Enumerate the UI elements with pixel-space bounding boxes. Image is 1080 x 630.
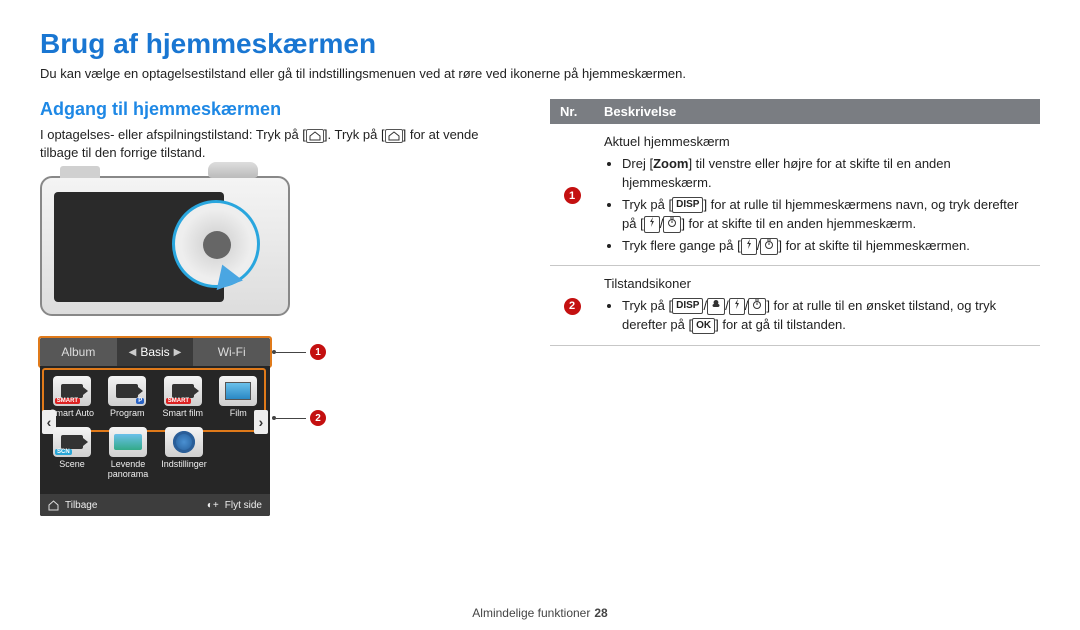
timer-icon [663,216,681,233]
mode-settings[interactable]: Indstillinger [160,427,208,480]
table-row: 1 Aktuel hjemmeskærm Drej [Zoom] til ven… [550,124,1040,266]
row-heading: Tilstandsikoner [604,274,1030,294]
footer-home-icon [48,500,59,511]
label: Film [230,408,247,418]
callout-1: 1 [272,344,326,360]
section-title: Adgang til hjemmeskærmen [40,99,510,120]
section-body-pre: I optagelses- eller afspilningstilstand:… [40,127,306,142]
row-heading: Aktuel hjemmeskærm [604,132,1030,152]
page-title: Brug af hjemmeskærmen [40,28,1040,60]
label: Smart film [163,408,204,418]
flash-icon [741,238,757,255]
bullet: Tryk flere gange på [/] for at skifte ti… [622,236,1030,256]
th-desc: Beskrivelse [594,99,1040,124]
tab-wifi[interactable]: Wi-Fi [193,338,270,366]
tab-album[interactable]: Album [40,338,117,366]
camera-illustration [40,176,510,316]
label: Levende panorama [108,459,149,479]
home-icon [385,129,403,143]
bullet: Tryk på [DISP] for at rulle til hjemmesk… [622,195,1030,234]
mode-smart-film[interactable]: SMART Smart film [159,376,207,419]
row-number-1: 1 [564,187,581,204]
home-screen-ui: Album ◀Basis▶ Wi-Fi ‹ › SMART Smart Auto [40,338,300,516]
flash-icon [729,298,745,315]
label: Program [110,408,145,418]
bullet: Drej [Zoom] til venstre eller højre for … [622,154,1030,193]
bullet: Tryk på [DISP///] for at rulle til en øn… [622,296,1030,335]
tab-basis-label: Basis [140,345,169,359]
home-icon [306,129,324,143]
label: Indstillinger [161,459,207,469]
footer-zoom-icon: ◐+ [207,500,219,511]
tab-bar: Album ◀Basis▶ Wi-Fi [40,338,270,366]
mode-live-panorama[interactable]: Levende panorama [104,427,152,480]
th-nr: Nr. [550,99,594,124]
callout-2: 2 [272,410,326,426]
label: Scene [59,459,85,469]
footer-move-label: Flyt side [225,500,262,511]
section-body: I optagelses- eller afspilningstilstand:… [40,126,510,162]
intro-text: Du kan vælge en optagelsestilstand eller… [40,66,1040,81]
section-body-mid: ]. Tryk på [ [324,127,385,142]
mode-scene[interactable]: SCN Scene [48,427,96,480]
label: Smart Auto [49,408,94,418]
flash-icon [644,216,660,233]
page-footer: Almindelige funktioner28 [0,606,1080,620]
footer-back-label: Tilbage [65,500,97,511]
next-page-chevron[interactable]: › [254,410,268,434]
timer-icon [760,238,778,255]
row-number-2: 2 [564,298,581,315]
tab-basis[interactable]: ◀Basis▶ [117,338,194,366]
macro-icon [707,298,725,315]
description-table: Nr. Beskrivelse 1 Aktuel hjemmeskærm Dre… [550,99,1040,346]
table-row: 2 Tilstandsikoner Tryk på [DISP///] for … [550,266,1040,346]
mode-program[interactable]: P Program [104,376,152,419]
timer-icon [748,298,766,315]
